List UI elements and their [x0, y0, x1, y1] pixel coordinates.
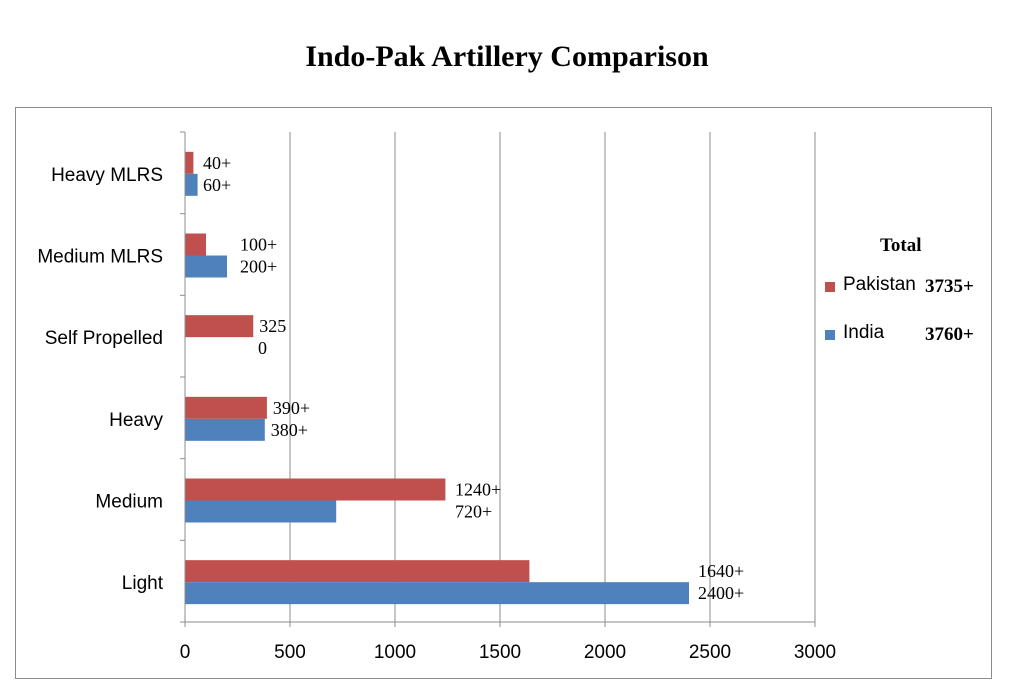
legend-name-pakistan: Pakistan [843, 274, 916, 295]
bar-pakistan-light [185, 560, 530, 583]
category-label-heavy: Heavy [109, 410, 163, 431]
data-label-india-light: 2400+ [698, 583, 744, 603]
data-label-india-self-propelled: 0 [258, 338, 267, 358]
category-label-self-propelled: Self Propelled [45, 328, 163, 349]
category-label-medium: Medium [95, 492, 163, 513]
bar-pakistan-heavy [185, 396, 267, 419]
category-label-heavy-mlrs: Heavy MLRS [51, 165, 163, 186]
x-tick-label-3000: 3000 [794, 642, 836, 663]
category-label-light: Light [122, 573, 164, 594]
data-label-india-heavy: 380+ [271, 420, 308, 440]
data-label-india-medium-mlrs: 200+ [240, 257, 277, 277]
bar-india-heavy [185, 418, 265, 441]
data-label-pakistan-heavy: 390+ [273, 398, 310, 418]
bar-india-heavy-mlrs [185, 173, 198, 196]
category-label-medium-mlrs: Medium MLRS [37, 247, 163, 268]
data-label-pakistan-heavy-mlrs: 40+ [203, 153, 231, 173]
bar-india-medium [185, 500, 337, 523]
chart-title: Indo-Pak Artillery Comparison [305, 40, 709, 73]
bar-india-medium-mlrs [185, 255, 227, 278]
bar-pakistan-medium-mlrs [185, 233, 206, 256]
legend-name-india: India [843, 322, 885, 343]
x-tick-label-1000: 1000 [374, 642, 416, 663]
x-tick-label-2500: 2500 [689, 642, 731, 663]
x-tick-label-500: 500 [274, 642, 306, 663]
labels: 0 500 1000 1500 2000 2500 3000 Heavy MLRS 40+60+… [37, 153, 836, 663]
axes [180, 131, 816, 627]
legend-swatch-india [825, 330, 835, 340]
data-label-india-medium: 720+ [455, 502, 492, 522]
bar-pakistan-medium [185, 478, 446, 501]
legend-title: Total [880, 235, 922, 256]
x-tick-label-0: 0 [180, 642, 191, 663]
data-label-pakistan-medium-mlrs: 100+ [240, 235, 277, 255]
x-tick-label-2000: 2000 [584, 642, 626, 663]
bar-pakistan-heavy-mlrs [185, 151, 194, 174]
bar-pakistan-self-propelled [185, 315, 254, 338]
grid-lines [289, 132, 816, 622]
data-label-pakistan-light: 1640+ [698, 561, 744, 581]
data-label-pakistan-medium: 1240+ [455, 480, 501, 500]
legend-total-pakistan: 3735+ [925, 276, 974, 297]
data-label-india-heavy-mlrs: 60+ [203, 175, 231, 195]
chart-frame [15, 107, 992, 679]
bars [185, 151, 689, 605]
x-tick-label-1500: 1500 [479, 642, 521, 663]
data-label-pakistan-self-propelled: 325 [259, 316, 286, 336]
legend-swatch-pakistan [825, 282, 835, 292]
legend-total-india: 3760+ [925, 324, 974, 345]
bar-india-light [185, 582, 689, 605]
